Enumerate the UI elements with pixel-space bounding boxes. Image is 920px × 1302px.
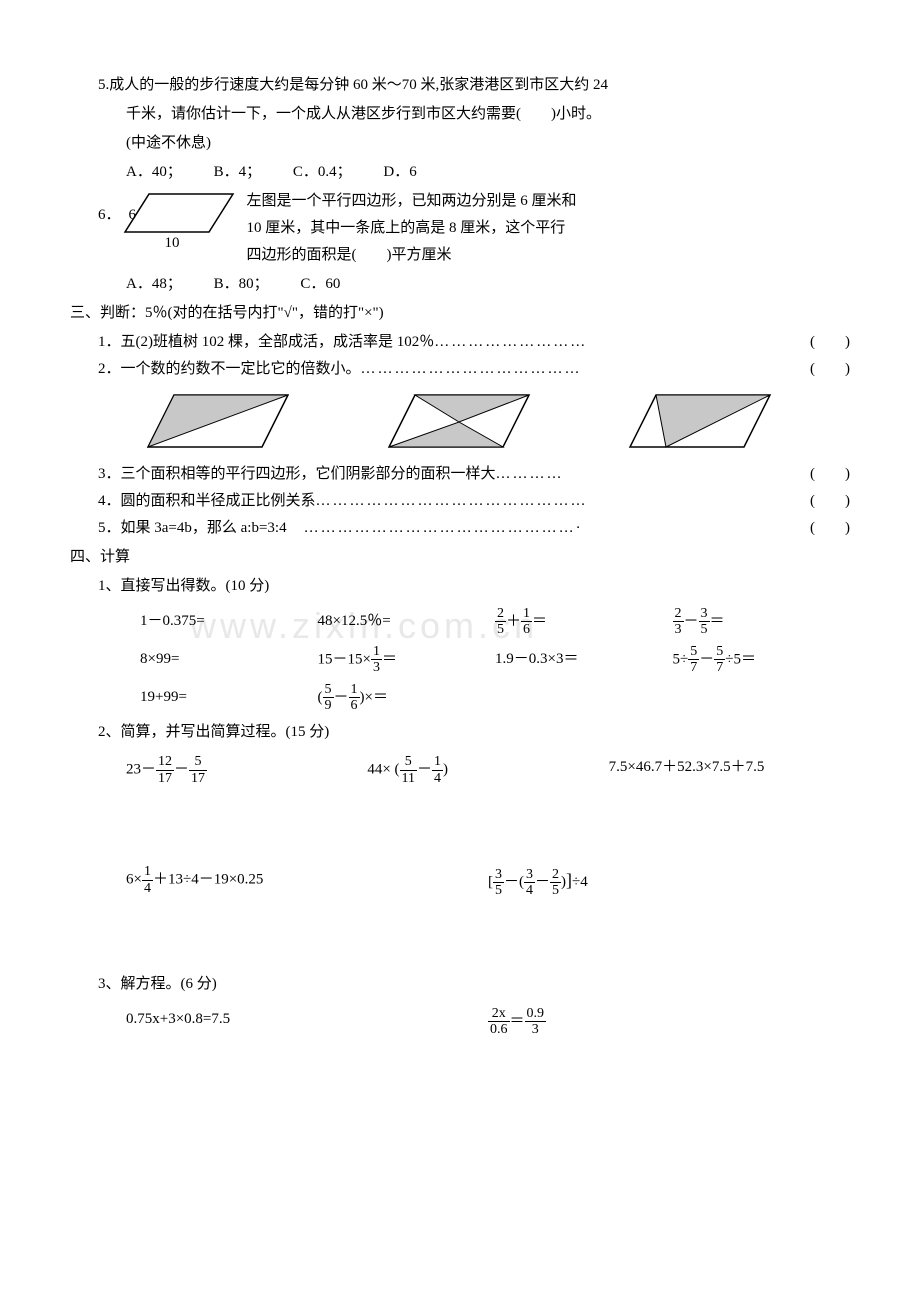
- sub3-row: 0.75x+3×0.8=7.5 2x0.6＝0.93: [70, 1006, 850, 1038]
- sub2-e1: 23－1217－517: [126, 754, 367, 786]
- q5-optD: D．6: [383, 164, 416, 180]
- parallelogram-shape-1: [144, 387, 294, 457]
- shape-row: [70, 383, 850, 461]
- q6-optA: A．48；: [126, 276, 182, 292]
- sec4-sub3-title: 3、解方程。(6 分): [70, 971, 850, 998]
- q5-optB: B．4；: [214, 164, 262, 180]
- q6-line2: 10 厘米，其中一条底上的高是 8 厘米，这个平行: [247, 215, 850, 242]
- sec4-title: 四、计算: [70, 544, 850, 571]
- sub2-row1: 23－1217－517 44× (511－14) 7.5×46.7＋52.3×7…: [70, 754, 850, 786]
- sub2-e2: 44× (511－14): [367, 754, 608, 786]
- sec3-q3: 3．三个面积相等的平行四边形，它们阴影部分的面积一样大…………( ): [70, 461, 850, 488]
- calc-row-2: 8×99= 15－15×13＝ 1.9－0.3×3＝ 5÷57－57÷5＝: [70, 644, 850, 676]
- parallelogram-icon: [121, 188, 241, 244]
- q5: 5.成人的一般的步行速度大约是每分钟 60 米～70 米,张家港港区到市区大约 …: [70, 72, 850, 99]
- sec3-q2: 2．一个数的约数不一定比它的倍数小。…………………………………( ): [70, 356, 850, 383]
- q5-line2: 千米，请你估计一下，一个成人从港区步行到市区大约需要( )小时。: [70, 101, 850, 128]
- calc-r2c2: 15－15×13＝: [318, 644, 496, 676]
- sub2-e5: [35－(34－25)]÷4: [488, 864, 850, 898]
- parallelogram-shape-3: [626, 387, 776, 457]
- sub2-e4: 6×14＋13÷4－19×0.25: [126, 864, 488, 898]
- q6: 6． 6 10 左图是一个平行四边形，已知两边分别是 6 厘米和 10 厘米，其…: [70, 188, 850, 269]
- q6-optB: B．80；: [214, 276, 269, 292]
- q5-text: 5.: [98, 77, 109, 93]
- sec3-title: 三、判断：5％(对的在括号内打"√"，错的打"×"): [70, 300, 850, 327]
- q5-optA: A．40；: [126, 164, 182, 180]
- sec3-q1: 1．五(2)班植树 102 棵，全部成活，成活率是 102％………………………(…: [70, 329, 850, 356]
- sub2-row2: 6×14＋13÷4－19×0.25 [35－(34－25)]÷4: [70, 864, 850, 898]
- sub2-e3: 7.5×46.7＋52.3×7.5＋7.5: [609, 754, 850, 786]
- q6-side-a: 6: [129, 202, 137, 229]
- q6-side-b: 10: [165, 230, 180, 257]
- q5-optC: C．0.4；: [293, 164, 352, 180]
- q5-line3: (中途不休息): [70, 130, 850, 157]
- q6-options: A．48； B．80； C．60: [70, 271, 850, 298]
- parallelogram-shape-2: [385, 387, 535, 457]
- calc-row-1: 1－0.375= 48×12.5％= 25＋16＝ 23－35＝: [70, 606, 850, 638]
- calc-r1c4: 23－35＝: [673, 606, 851, 638]
- calc-r2c4: 5÷57－57÷5＝: [673, 644, 851, 676]
- q6-line3: 四边形的面积是( )平方厘米: [247, 242, 850, 269]
- sec4-sub2-title: 2、简算，并写出简算过程。(15 分): [70, 719, 850, 746]
- sec3-q5: 5．如果 3a=4b，那么 a:b=3:4 …………………………………………·(…: [70, 515, 850, 542]
- q6-optC: C．60: [300, 276, 340, 292]
- calc-r3c2: (59－16)×＝: [318, 682, 496, 714]
- calc-r1c3: 25＋16＝: [495, 606, 673, 638]
- q6-line1: 左图是一个平行四边形，已知两边分别是 6 厘米和: [247, 188, 850, 215]
- sec4-sub1-title: 1、直接写出得数。(10 分): [70, 573, 850, 600]
- sub3-e2: 2x0.6＝0.93: [488, 1006, 850, 1038]
- sub3-e1: 0.75x+3×0.8=7.5: [126, 1006, 488, 1038]
- sec3-q4: 4．圆的面积和半径成正比例关系…………………………………………( ): [70, 488, 850, 515]
- q6-prefix: 6．: [98, 188, 121, 229]
- calc-row-3: 19+99= (59－16)×＝: [70, 682, 850, 714]
- q5-options: A．40； B．4； C．0.4； D．6: [70, 159, 850, 186]
